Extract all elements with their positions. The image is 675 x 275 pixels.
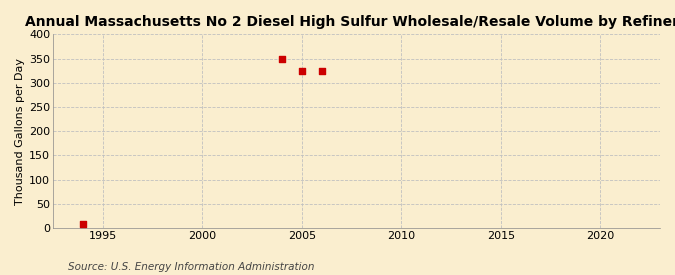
Point <box>317 68 327 73</box>
Y-axis label: Thousand Gallons per Day: Thousand Gallons per Day <box>15 58 25 205</box>
Title: Annual Massachusetts No 2 Diesel High Sulfur Wholesale/Resale Volume by Refiners: Annual Massachusetts No 2 Diesel High Su… <box>26 15 675 29</box>
Point <box>78 222 88 226</box>
Text: Source: U.S. Energy Information Administration: Source: U.S. Energy Information Administ… <box>68 262 314 272</box>
Point <box>277 56 288 61</box>
Point <box>296 68 307 73</box>
